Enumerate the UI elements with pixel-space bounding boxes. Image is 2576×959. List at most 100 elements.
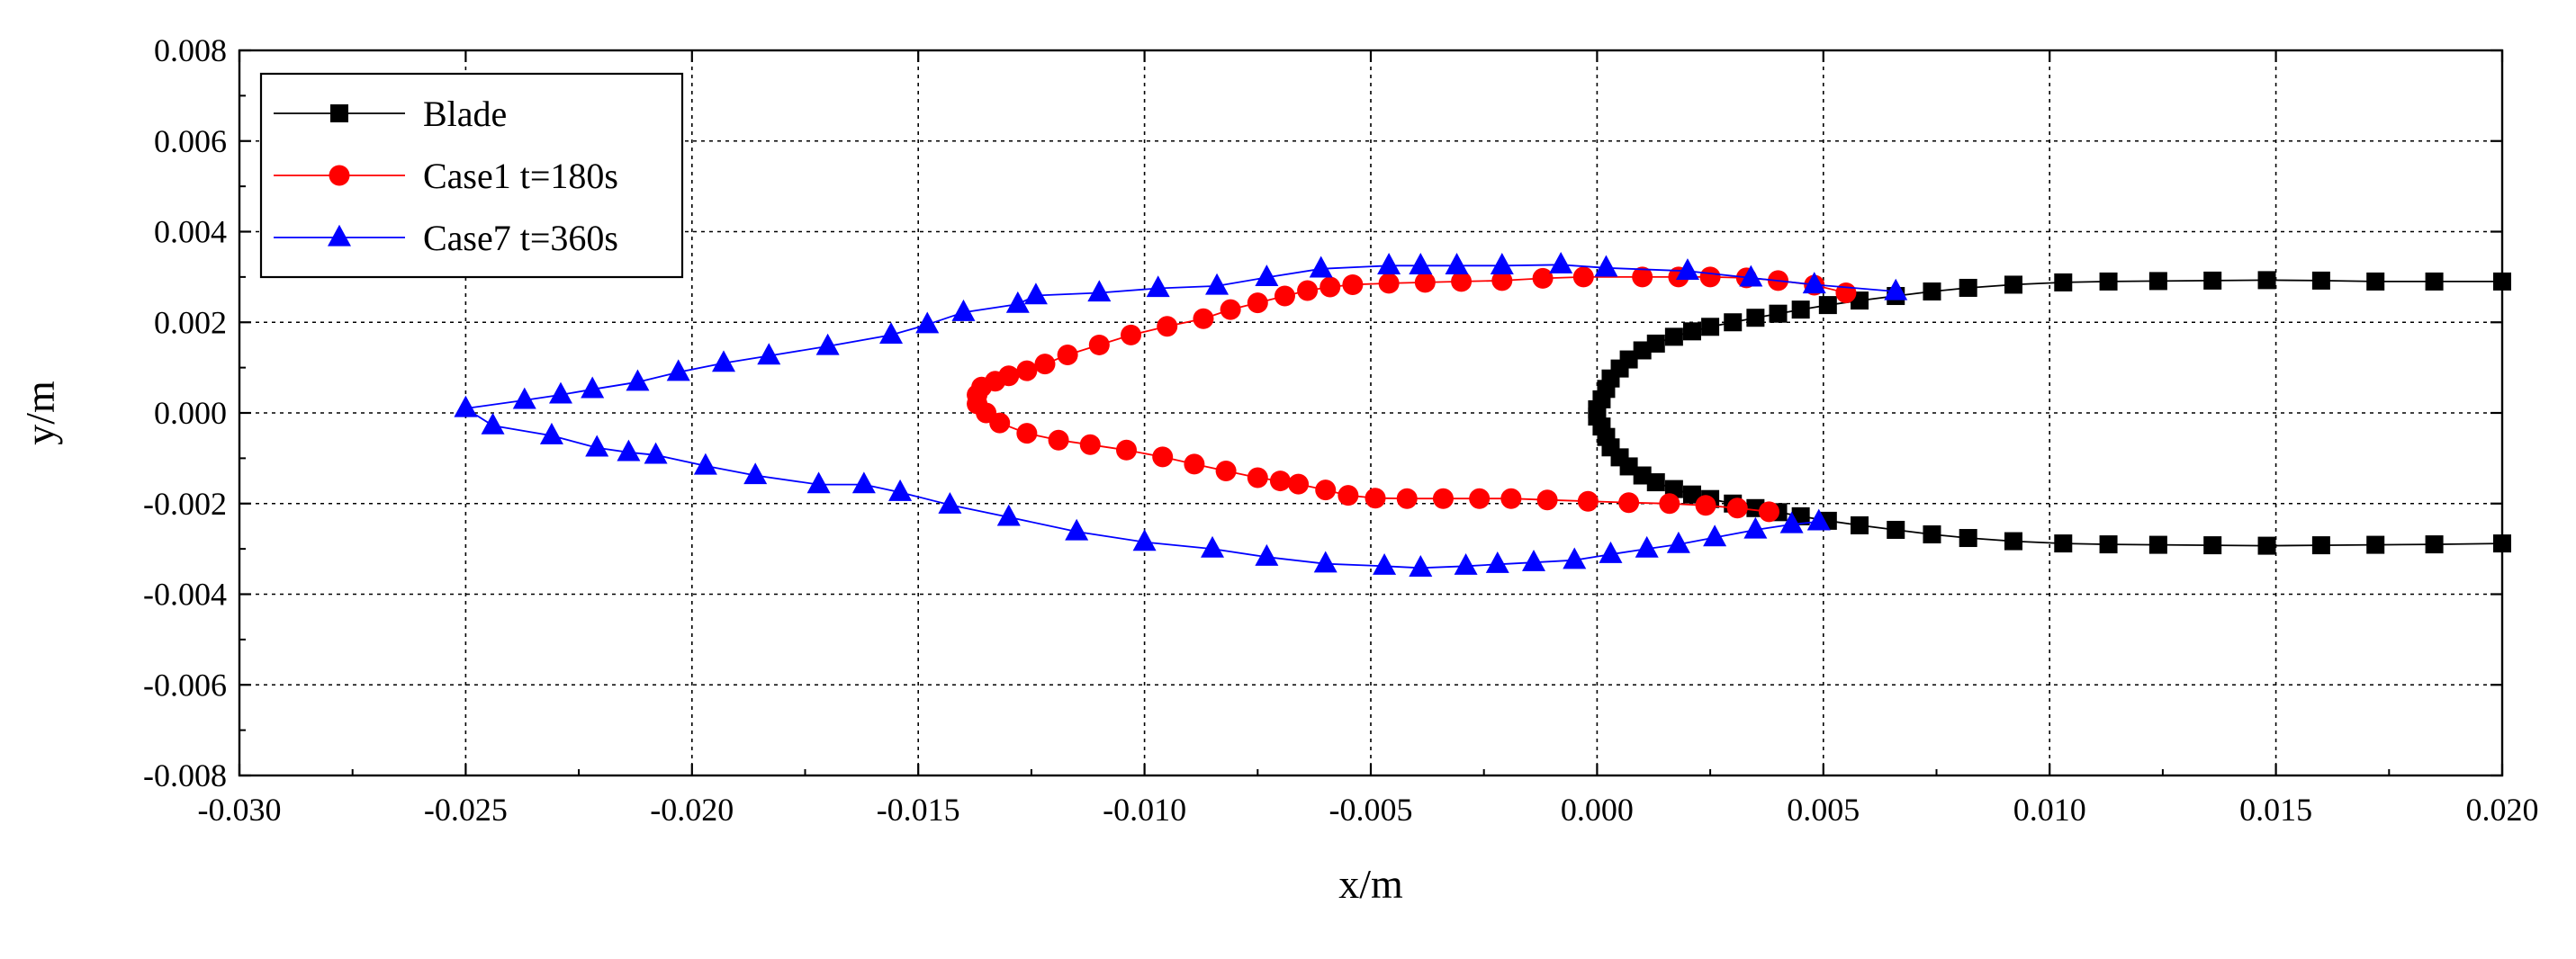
series-blade-point bbox=[1851, 515, 1869, 534]
series-case7-t-360s-point bbox=[851, 471, 876, 494]
series-case7-t-360s-point bbox=[879, 322, 904, 345]
series-case1-t-180s-point bbox=[1378, 273, 1400, 294]
series-case1-t-180s-point bbox=[1297, 280, 1319, 301]
series-blade-point bbox=[2054, 273, 2073, 291]
series-case7-t-360s-point bbox=[1806, 508, 1831, 531]
series-case1-t-180s-point bbox=[1396, 488, 1418, 509]
series-case1-t-180s-point bbox=[1016, 360, 1038, 381]
series-case1-t-180s-point bbox=[1247, 292, 1268, 314]
series-case7-t-360s bbox=[454, 252, 1908, 577]
x-tick-label: 0.005 bbox=[1787, 792, 1860, 828]
series-case1-t-180s-point bbox=[1193, 308, 1214, 329]
legend-item-case1-t-180s-label: Case1 t=180s bbox=[423, 156, 618, 196]
series-case7-t-360s-point bbox=[1779, 511, 1804, 533]
series-case7-t-360s-point bbox=[1146, 275, 1170, 298]
series-case1-t-180s-point bbox=[1115, 439, 1137, 461]
series-case1-t-180s-point bbox=[1699, 266, 1721, 288]
legend-item-blade: Blade bbox=[274, 94, 507, 134]
series-case1-t-180s-point bbox=[1618, 492, 1640, 514]
series-case1-t-180s-point bbox=[1432, 488, 1454, 509]
series-blade-point bbox=[1646, 473, 1665, 492]
x-tick-label: -0.025 bbox=[424, 792, 508, 828]
series-case7-t-360s-point bbox=[585, 435, 609, 457]
series-case1-t-180s-point bbox=[1088, 334, 1110, 355]
legend-item-case1-t-180s: Case1 t=180s bbox=[274, 156, 618, 196]
series-case7-t-360s-point bbox=[1884, 278, 1908, 300]
series-case7-t-360s-point bbox=[1005, 291, 1030, 313]
legend-item-blade-marker-point bbox=[330, 104, 348, 122]
y-tick-label: -0.008 bbox=[143, 757, 227, 793]
series-blade-point bbox=[2148, 272, 2167, 291]
series-case7-t-360s-point bbox=[617, 439, 641, 462]
series-blade-point bbox=[2203, 271, 2222, 290]
series-blade-point bbox=[1682, 485, 1701, 504]
series-case7-t-360s-point bbox=[711, 350, 735, 372]
series-case7-t-360s-point bbox=[915, 311, 940, 334]
series-blade-point bbox=[1633, 341, 1652, 360]
series-case1-t-180s-point bbox=[1274, 285, 1295, 307]
series-case1-t-180s-point bbox=[1469, 488, 1491, 509]
series-blade-point bbox=[1769, 304, 1788, 323]
series-case7-t-360s-point bbox=[1703, 524, 1727, 547]
series-case7-t-360s-point bbox=[1087, 280, 1112, 302]
series-case1-t-180s-point bbox=[1048, 429, 1069, 451]
x-tick-label: 0.015 bbox=[2239, 792, 2312, 828]
series-case1-t-180s-point bbox=[1758, 501, 1779, 523]
series-case7-t-360s-point bbox=[888, 479, 913, 501]
series-case7-t-360s-point bbox=[1563, 547, 1587, 569]
series-blade-point bbox=[1682, 322, 1701, 341]
series-case7-t-360s-point bbox=[1594, 255, 1618, 277]
series-case7-t-360s-point bbox=[1522, 549, 1546, 571]
x-tick-label: -0.030 bbox=[198, 792, 282, 828]
series-blade-point bbox=[2099, 272, 2118, 291]
series-blade-point bbox=[2099, 535, 2118, 554]
series-blade-point bbox=[2257, 271, 2276, 290]
series-blade-point bbox=[2425, 272, 2444, 291]
series-blade-point bbox=[1923, 282, 1941, 300]
series-case1-t-180s-point bbox=[989, 412, 1011, 434]
series-blade-point bbox=[1887, 520, 1905, 539]
series-case1-t-180s-point bbox=[1057, 345, 1078, 366]
series-case7-t-360s-point bbox=[1255, 543, 1279, 566]
series-case1-t-180s-point bbox=[1338, 485, 1359, 506]
series-case7-t-360s-point bbox=[815, 333, 840, 355]
legend-item-blade-label: Blade bbox=[423, 94, 507, 134]
series-case7-t-360s-point bbox=[1373, 553, 1397, 575]
series-case7-t-360s-point bbox=[481, 412, 505, 435]
series-case7-t-360s-point bbox=[539, 422, 563, 444]
series-case7-t-360s-point bbox=[1409, 253, 1433, 274]
series-blade bbox=[1588, 271, 2511, 555]
series-blade-point bbox=[1818, 296, 1837, 315]
y-axis-title: y/m bbox=[17, 381, 63, 445]
series-blade-point bbox=[1633, 466, 1652, 485]
series-case1-t-180s-point bbox=[1577, 490, 1599, 512]
series-blade-point bbox=[2004, 532, 2022, 551]
series-blade-point bbox=[2257, 536, 2276, 555]
series-case7-t-360s-point bbox=[1201, 535, 1225, 558]
series-case1-t-180s-point bbox=[1659, 493, 1680, 515]
y-tick-label: 0.006 bbox=[154, 123, 227, 159]
series-blade-point bbox=[2148, 535, 2167, 554]
series-blade-point bbox=[2004, 275, 2022, 294]
series-case7-t-360s-point bbox=[693, 453, 717, 475]
series-case1-t-180s-point bbox=[1079, 434, 1101, 455]
series-blade-point bbox=[1959, 529, 1977, 548]
series-blade-point bbox=[1959, 278, 1977, 297]
series-case7-t-360s-point bbox=[757, 343, 781, 365]
series-blade-point bbox=[1791, 300, 1810, 319]
series-blade-point bbox=[1646, 334, 1665, 353]
series-case7-t-360s-point bbox=[626, 369, 650, 391]
series-blade-point bbox=[1724, 313, 1743, 332]
series-case7-t-360s-point bbox=[1549, 252, 1573, 273]
series-case7-t-360s-point bbox=[1454, 553, 1478, 575]
series-case7-t-360s-point bbox=[951, 299, 976, 321]
series-case1-t-180s-point bbox=[1269, 471, 1291, 492]
series-case1-t-180s-point bbox=[1215, 460, 1237, 481]
series-case7-t-360s-point bbox=[581, 376, 605, 399]
series-case1-t-180s-point bbox=[1695, 495, 1716, 516]
series-case7-t-360s-point bbox=[644, 442, 668, 464]
series-case7-t-360s-point bbox=[512, 387, 536, 409]
x-tick-label: -0.020 bbox=[650, 792, 734, 828]
series-case1-t-180s-point bbox=[1365, 488, 1386, 509]
series-blade-point bbox=[1664, 327, 1683, 346]
